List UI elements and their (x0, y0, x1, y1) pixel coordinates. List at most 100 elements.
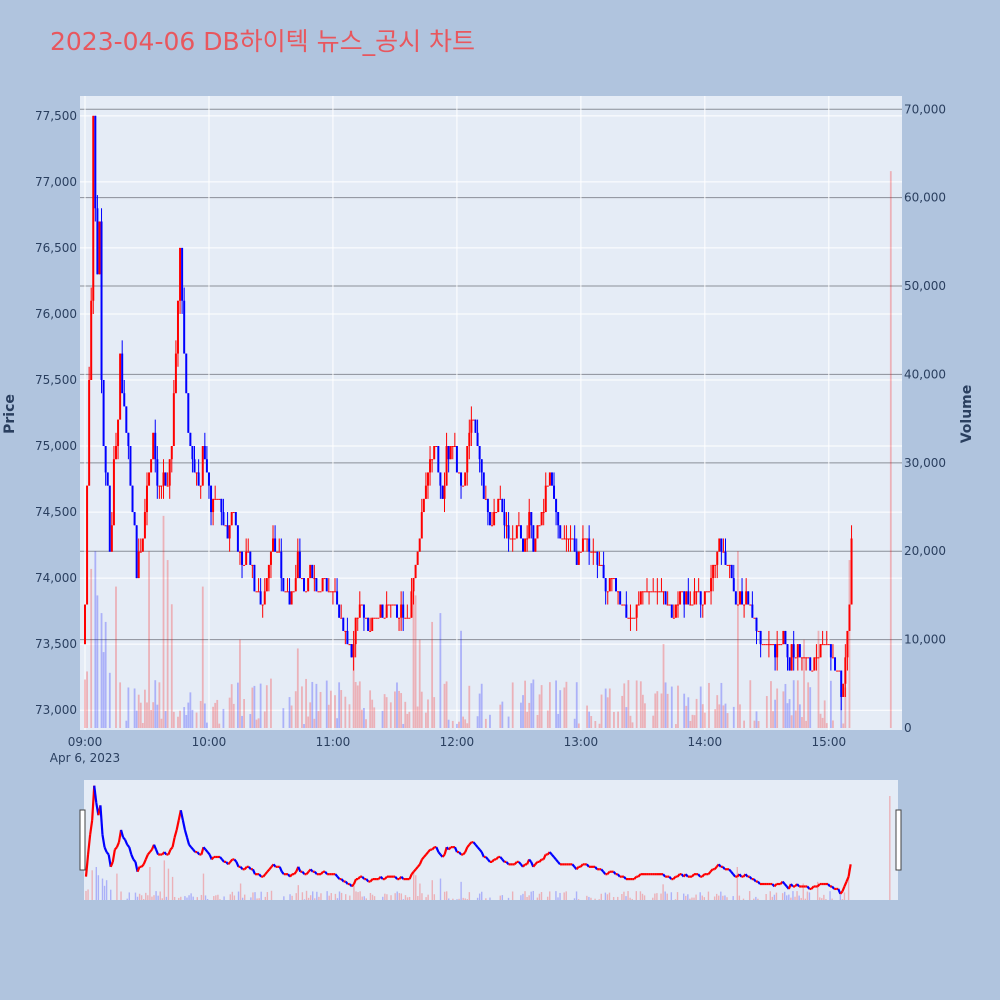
slider-price-segment (730, 871, 735, 875)
candle-body (336, 591, 339, 605)
y2-tick-label: 20,000 (904, 544, 946, 558)
volume-bar (135, 710, 138, 728)
volume-bar (317, 711, 320, 728)
slider-volume-bar (312, 891, 314, 900)
slider-volume-bar (371, 894, 374, 900)
range-slider-left-handle[interactable] (79, 809, 86, 871)
slider-volume-bar (821, 898, 823, 900)
volume-bar (156, 704, 159, 728)
volume-bar (687, 697, 690, 728)
candle-body (588, 538, 591, 552)
slider-volume-bar (390, 895, 392, 900)
volume-bar (230, 684, 233, 728)
slider-volume-bar (204, 895, 207, 900)
slider-volume-bar (233, 895, 236, 900)
candle-body (664, 591, 667, 605)
slider-volume-bar (627, 891, 629, 900)
candle-body (263, 591, 266, 605)
volume-bar (257, 718, 260, 728)
candle-body (323, 578, 326, 580)
candle-body (834, 657, 837, 671)
volume-bar (724, 703, 727, 728)
range-slider[interactable] (84, 780, 898, 900)
slider-volume-bar (713, 896, 716, 900)
volume-bar (158, 682, 161, 728)
slider-price-segment (579, 863, 584, 868)
candle-body (697, 591, 700, 593)
slider-price-segment (251, 868, 257, 875)
slider-volume-bar (765, 894, 767, 900)
volume-bar (606, 697, 609, 728)
volume-bar (782, 691, 785, 728)
slider-volume-bar (357, 892, 359, 900)
candle-body (476, 432, 479, 447)
candle-body (807, 657, 810, 659)
volume-bar (251, 687, 254, 728)
slider-price-segment (297, 866, 302, 873)
candle-body (755, 617, 758, 631)
slider-volume-bar (507, 897, 510, 900)
volume-bar (823, 700, 826, 728)
slider-volume-bar (260, 891, 262, 900)
candle-body (414, 564, 417, 579)
slider-price-segment (412, 868, 417, 873)
candle-body (96, 208, 99, 275)
candle-body (393, 604, 396, 606)
slider-volume-bar (303, 899, 306, 900)
candle-body (470, 419, 473, 433)
candle-body (600, 564, 603, 566)
slider-volume-bar (320, 893, 322, 900)
slider-price-segment (662, 873, 667, 878)
candle-body (214, 498, 217, 500)
slider-price-segment (466, 843, 471, 848)
volume-bar (598, 723, 601, 728)
volume-bar (104, 621, 107, 728)
slider-price-segment (728, 868, 732, 873)
volume-bar (127, 687, 130, 728)
candle-body (119, 353, 122, 420)
volume-bar (236, 682, 239, 728)
slider-volume-bar (186, 897, 188, 900)
slider-price-segment (831, 885, 836, 890)
candle-body (681, 591, 684, 593)
slider-price-segment (280, 871, 285, 875)
candle-body (462, 485, 465, 487)
candle-body (666, 604, 669, 606)
candle-body (712, 564, 715, 579)
slider-volume-bar (520, 895, 522, 900)
candle-body (443, 485, 446, 499)
candle-body (765, 644, 768, 646)
slider-price-segment (384, 875, 388, 880)
volume-bar (228, 697, 231, 728)
slider-volume-bar (794, 896, 796, 900)
range-slider-preview (84, 785, 891, 900)
slider-volume-bar (91, 870, 93, 900)
slider-volume-bar (231, 891, 234, 900)
candle-body (150, 459, 153, 473)
main-plot-area[interactable] (80, 96, 902, 730)
volume-bar (319, 691, 322, 728)
slider-volume-bar (458, 898, 460, 900)
volume-bar (206, 722, 208, 728)
candle-body (515, 525, 518, 539)
slider-volume-bar (575, 891, 578, 900)
slider-volume-bar (530, 891, 532, 900)
range-slider-right-handle[interactable] (895, 809, 902, 871)
candle-body (757, 630, 760, 632)
candle-body (693, 591, 696, 605)
slider-volume-bar (244, 894, 246, 900)
candle-body (88, 379, 91, 486)
slider-price-segment (437, 851, 442, 856)
slider-price-segment (495, 856, 500, 861)
volume-bar (588, 711, 591, 728)
candle-body (232, 512, 235, 514)
volume-bar (532, 679, 535, 728)
volume-bar (348, 704, 351, 728)
candle-body (840, 670, 843, 697)
candle-body (513, 538, 516, 540)
slider-volume-bar (499, 895, 501, 900)
slider-volume-bar (178, 897, 180, 900)
slider-price-segment (89, 819, 94, 836)
volume-bar (203, 703, 206, 728)
volume-bar (282, 708, 285, 728)
